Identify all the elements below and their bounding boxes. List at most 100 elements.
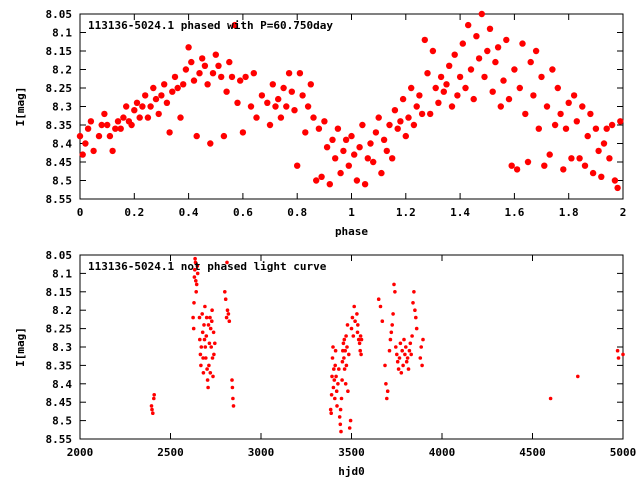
phased-data-point	[478, 10, 485, 18]
phased-data-point	[494, 44, 502, 51]
phased-data-point	[361, 181, 369, 188]
unphased-data-point	[404, 359, 409, 364]
phased-chart-title: 113136-5024.1 phased with P=60.750day	[88, 19, 333, 32]
phased-data-point	[595, 147, 602, 155]
phased-data-point	[378, 169, 385, 177]
phased-data-point	[432, 84, 439, 92]
phased-data-point	[383, 147, 390, 155]
unphased-data-point	[194, 290, 198, 294]
unphased-data-point	[389, 330, 394, 335]
phased-light-curve-panel: 8.058.18.158.28.258.38.358.48.458.58.55 …	[14, 8, 626, 238]
phased-data-point	[342, 136, 350, 143]
phased-data-point	[209, 70, 217, 77]
phased-data-point	[427, 110, 434, 118]
unphased-y-tick-label: 8.05	[46, 249, 73, 262]
phased-data-point	[180, 81, 187, 88]
unphased-data-point	[343, 348, 348, 353]
unphased-data-point	[346, 389, 350, 394]
phased-data-point	[237, 77, 244, 84]
unphased-data-point	[333, 348, 338, 353]
phased-data-point	[332, 155, 339, 162]
phased-data-point	[372, 129, 380, 136]
unphased-data-point	[403, 352, 407, 357]
phased-data-point	[112, 125, 119, 132]
phased-data-point	[522, 110, 529, 118]
phased-data-point	[503, 36, 510, 44]
phased-data-point	[304, 103, 312, 110]
phased-y-tick-label: 8.55	[46, 193, 73, 206]
unphased-data-point	[421, 337, 425, 342]
phased-data-point	[546, 151, 553, 158]
phased-data-point	[204, 81, 211, 88]
unphased-data-point	[210, 319, 214, 324]
unphased-data-point	[340, 378, 344, 382]
phased-data-point	[364, 155, 371, 162]
phased-x-tick-label: 1.2	[396, 206, 416, 219]
unphased-data-point	[152, 393, 156, 397]
phased-data-point	[296, 70, 304, 77]
phased-data-point	[467, 66, 475, 73]
phased-data-point	[508, 162, 515, 169]
phased-x-tick-label: 1.8	[559, 206, 579, 219]
unphased-data-point	[411, 301, 415, 305]
unphased-data-point	[376, 297, 381, 302]
phased-data-point	[603, 125, 610, 132]
unphased-data-point	[413, 308, 417, 313]
phased-data-point	[389, 155, 396, 162]
phased-data-point	[356, 144, 363, 151]
phased-data-point	[239, 129, 247, 136]
unphased-data-point	[209, 345, 213, 349]
unphased-data-point	[193, 256, 197, 261]
unphased-data-point	[343, 382, 348, 386]
unphased-data-point	[199, 345, 204, 349]
unphased-data-point	[399, 371, 404, 375]
unphased-data-point	[230, 378, 234, 382]
phased-data-point	[253, 114, 260, 121]
phased-data-point	[163, 99, 171, 107]
phased-data-point	[532, 47, 540, 55]
unphased-data-point	[338, 407, 343, 412]
phased-data-point	[573, 118, 580, 125]
unphased-data-point	[227, 319, 232, 324]
unphased-data-point	[402, 337, 406, 342]
unphased-data-point	[418, 356, 423, 360]
unphased-x-tick-label: 4000	[429, 446, 456, 459]
phased-data-point	[617, 118, 624, 125]
phased-y-tick-label: 8.1	[52, 27, 72, 40]
unphased-data-point	[380, 319, 385, 324]
unphased-data-point	[355, 312, 359, 316]
unphased-data-point	[405, 356, 410, 360]
phased-data-point	[527, 58, 534, 66]
unphased-data-point	[201, 371, 206, 375]
unphased-data-point	[202, 323, 206, 327]
unphased-data-point	[392, 282, 396, 287]
phased-y-tick-label: 8.2	[52, 64, 72, 77]
phased-data-point	[82, 140, 89, 147]
unphased-data-point	[331, 345, 335, 349]
phased-data-point	[182, 66, 190, 73]
phased-x-tick-label: 2	[620, 206, 627, 219]
unphased-data-point	[350, 315, 355, 320]
unphased-x-tick-label: 4500	[519, 446, 546, 459]
unphased-data-point	[414, 315, 418, 320]
unphased-data-point	[341, 341, 346, 346]
phased-data-point	[133, 99, 141, 107]
unphased-y-tick-label: 8.35	[46, 359, 73, 372]
unphased-data-point	[339, 396, 344, 401]
phased-data-point	[294, 162, 301, 169]
unphased-x-tick-label: 2000	[67, 446, 94, 459]
phased-data-point	[310, 114, 317, 121]
unphased-data-point	[348, 418, 353, 423]
unphased-data-point	[576, 374, 580, 379]
phased-data-point	[394, 125, 401, 132]
unphased-data-point	[414, 326, 419, 331]
unphased-data-point	[334, 374, 338, 379]
unphased-data-point	[337, 367, 341, 371]
phased-data-point	[307, 81, 314, 88]
unphased-data-point	[359, 337, 364, 342]
phased-data-point	[462, 84, 469, 92]
phased-y-tick-label: 8.5	[52, 175, 72, 188]
phased-data-point	[117, 125, 124, 132]
phased-data-point	[530, 92, 537, 99]
